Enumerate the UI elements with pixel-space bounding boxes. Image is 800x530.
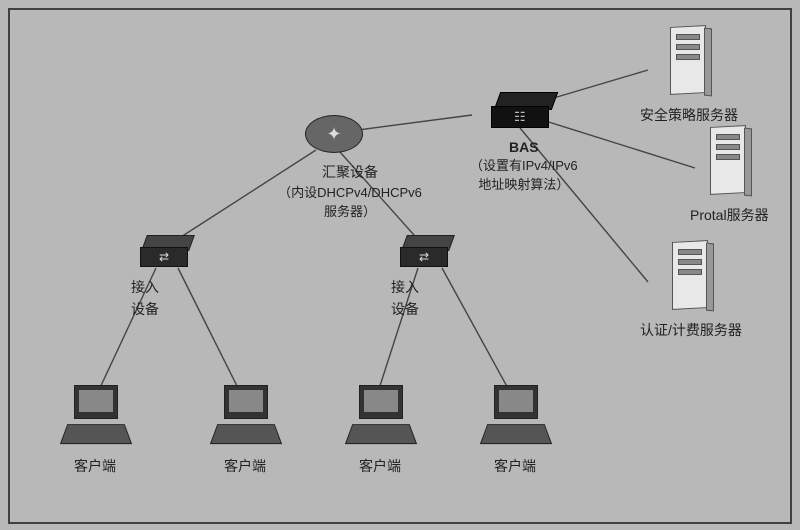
- router-sublabel1: （内设DHCPv4/DHCPv6: [250, 182, 450, 201]
- client-icon: [60, 385, 130, 449]
- bas-sublabel2: 地址映射算法）: [470, 174, 578, 193]
- client-icon: [210, 385, 280, 449]
- client-icon: [345, 385, 415, 449]
- client-3-label: 客户端: [345, 456, 415, 476]
- router-labels: 汇聚设备 （内设DHCPv4/DHCPv6 服务器）: [250, 160, 450, 220]
- server-auth: 认证/计费服务器: [640, 235, 742, 340]
- access-right: [400, 235, 454, 274]
- client-4: 客户端: [480, 385, 550, 476]
- switch-icon: [140, 235, 194, 269]
- bas-icon: [491, 92, 557, 132]
- server-icon: [666, 20, 712, 98]
- router-icon: [305, 115, 361, 155]
- server-portal-label: Protal服务器: [690, 205, 769, 225]
- client-4-label: 客户端: [480, 456, 550, 476]
- client-1-label: 客户端: [60, 456, 130, 476]
- client-3: 客户端: [345, 385, 415, 476]
- bas-node: BAS （设置有IPv4/IPv6 地址映射算法）: [470, 92, 578, 193]
- server-icon: [706, 120, 752, 198]
- bas-label: BAS: [470, 139, 578, 155]
- server-auth-label: 认证/计费服务器: [640, 320, 742, 340]
- client-icon: [480, 385, 550, 449]
- server-portal: Protal服务器: [690, 120, 769, 225]
- client-2: 客户端: [210, 385, 280, 476]
- router-sublabel2: 服务器）: [250, 201, 450, 220]
- router-node: [305, 115, 361, 160]
- access-left: [140, 235, 194, 274]
- server-icon: [668, 235, 714, 313]
- client-1: 客户端: [60, 385, 130, 476]
- router-label: 汇聚设备: [250, 162, 450, 182]
- switch-icon: [400, 235, 454, 269]
- client-2-label: 客户端: [210, 456, 280, 476]
- access-right-label: 接入 设备: [380, 275, 430, 319]
- bas-sublabel1: （设置有IPv4/IPv6: [470, 155, 578, 174]
- access-left-label: 接入 设备: [120, 275, 170, 319]
- server-security: 安全策略服务器: [640, 20, 738, 125]
